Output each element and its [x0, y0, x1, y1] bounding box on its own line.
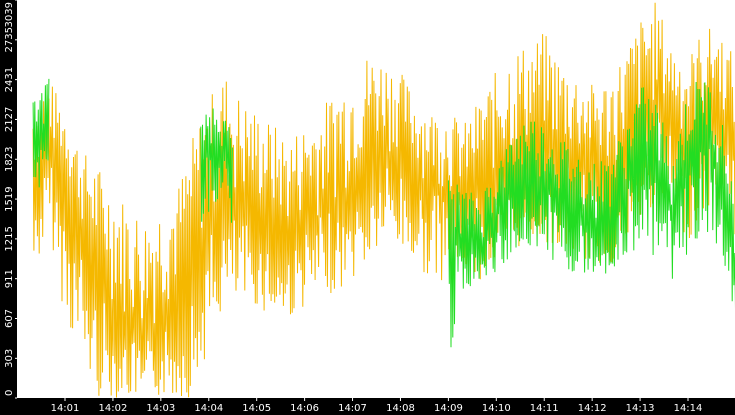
x-tick-layer: 14:01 14:02 14:03 14:04 14:05 14:06 14:07 14:08…	[51, 398, 703, 414]
x-tick-label: 14:10	[482, 403, 511, 414]
y-tick-label: 0	[4, 390, 15, 396]
y-axis	[0, 0, 17, 398]
x-tick-label: 14:09	[434, 403, 463, 414]
series-layer	[32, 2, 735, 398]
y-tick-label: 911	[4, 269, 15, 288]
y-tick-label: 2431	[4, 67, 15, 92]
x-axis	[0, 398, 735, 415]
x-tick-label: 14:01	[51, 403, 80, 414]
x-tick-label: 14:05	[242, 403, 271, 414]
y-tick-label: 3039	[4, 2, 15, 27]
x-tick-label: 14:03	[146, 403, 175, 414]
series-2-line-segment-2	[200, 108, 233, 223]
y-tick-label: 303	[4, 349, 15, 368]
series-2-line-segment-1	[32, 78, 50, 188]
x-tick-label: 14:07	[338, 403, 367, 414]
y-tick-label: 1519	[4, 186, 15, 211]
y-tick-label: 607	[4, 309, 15, 328]
x-tick-label: 14:13	[626, 403, 655, 414]
x-tick-label: 14:14	[674, 403, 703, 414]
x-tick-label: 14:06	[290, 403, 319, 414]
y-tick-label: 1215	[4, 226, 15, 251]
x-tick-label: 14:04	[194, 403, 223, 414]
y-tick-label: 1823	[4, 147, 15, 172]
y-tick-label: 2735	[4, 27, 15, 52]
x-tick-label: 14:08	[386, 403, 415, 414]
y-tick-label: 2127	[4, 107, 15, 132]
series-2-line-segment-3	[447, 81, 735, 348]
x-tick-label: 14:12	[578, 403, 607, 414]
x-tick-label: 14:02	[98, 403, 127, 414]
x-tick-label: 14:11	[530, 403, 559, 414]
